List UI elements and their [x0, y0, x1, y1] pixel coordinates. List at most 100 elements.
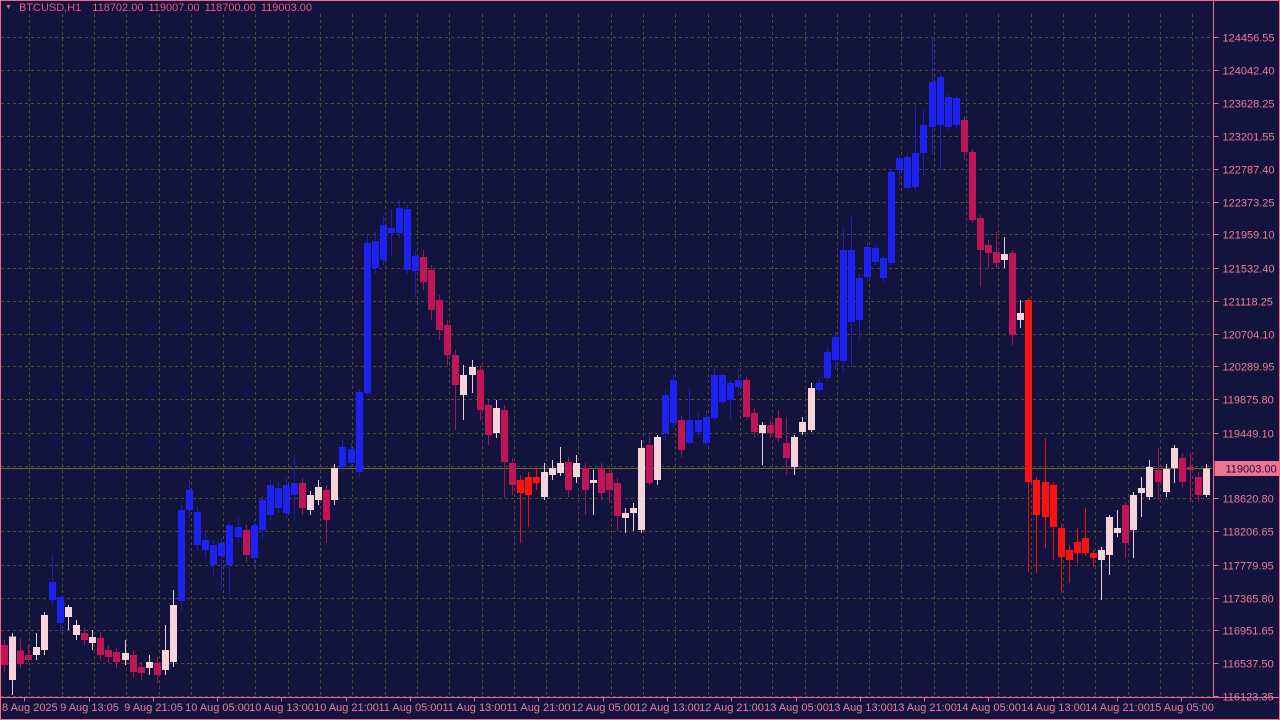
candle [775, 410, 782, 442]
candle [509, 458, 516, 495]
candle [307, 491, 314, 515]
candle [573, 455, 580, 483]
candle [1155, 447, 1162, 500]
candle [283, 477, 290, 518]
candle [969, 148, 976, 223]
candle [864, 242, 871, 282]
candle [686, 388, 693, 445]
candle [1, 639, 8, 672]
candle [339, 440, 346, 472]
candle [372, 232, 379, 274]
candle [646, 437, 653, 485]
candle [662, 390, 669, 440]
candle [202, 529, 209, 558]
candle [622, 508, 629, 533]
candle [356, 389, 363, 478]
candle [1114, 509, 1121, 537]
candle [1025, 298, 1032, 572]
candle [251, 520, 258, 568]
candle [961, 117, 968, 160]
candle [485, 400, 492, 445]
title-close-value: 119003.00 [260, 1, 313, 14]
candle [808, 383, 815, 432]
candle [154, 656, 161, 683]
candle [816, 378, 823, 394]
time-axis-label: 14 Aug 21:00 [1085, 702, 1150, 714]
dropdown-arrow-icon[interactable]: ▼ [5, 3, 12, 11]
candle [703, 411, 710, 445]
price-axis-label: 123201.55 [1223, 132, 1275, 144]
time-axis-label: 15 Aug 05:00 [1149, 702, 1214, 714]
candle [856, 274, 863, 340]
current-price-value: 119003.00 [1226, 464, 1277, 476]
title-low-value: 118700.00 [204, 1, 256, 14]
time-axis-label: 14 Aug 13:00 [1021, 702, 1086, 714]
candle [25, 645, 32, 662]
candle [606, 467, 613, 503]
candle [275, 482, 282, 513]
price-axis-label: 117365.80 [1223, 594, 1274, 606]
candle [428, 265, 435, 320]
candle [582, 463, 589, 515]
candle [824, 347, 831, 380]
price-axis-label: 118206.65 [1223, 527, 1274, 539]
candle [243, 525, 250, 562]
candle [711, 368, 718, 420]
candle [1042, 438, 1049, 548]
candle [1163, 464, 1170, 497]
time-axis-label: 13 Aug 05:00 [764, 702, 829, 714]
candle [1074, 528, 1081, 563]
price-scale[interactable]: 124456.55 124042.40 123628.25 123201.55 1227… [1213, 33, 1275, 704]
candle [396, 200, 403, 238]
candle [1138, 477, 1145, 517]
candle [1017, 300, 1024, 329]
title-open-value: 118702.00 [92, 1, 144, 14]
candle [525, 472, 532, 527]
candle [81, 628, 88, 645]
candle [477, 365, 484, 420]
candle [412, 250, 419, 297]
price-axis-label: 119875.80 [1223, 395, 1274, 407]
candle [178, 505, 185, 612]
candle [105, 645, 112, 663]
candle [210, 540, 217, 575]
candle [17, 638, 24, 668]
candle [549, 460, 556, 480]
candle [751, 408, 758, 438]
chart-title-bar: ▼ BTCUSD,H1 118702.00 119007.00 118700.0… [5, 1, 312, 14]
price-axis-label: 124042.40 [1223, 66, 1275, 78]
price-axis-label: 116951.65 [1223, 626, 1274, 638]
candle [267, 480, 274, 520]
candle [460, 365, 467, 420]
candle [323, 484, 330, 543]
candle [89, 630, 96, 650]
time-axis-label: 12 Aug 21:00 [699, 702, 764, 714]
candle [436, 295, 443, 340]
candle [630, 503, 637, 531]
candle [1130, 492, 1137, 558]
candle [73, 619, 80, 640]
candle [97, 632, 104, 660]
time-scale[interactable]: 8 Aug 2025 9 Aug 13:05 9 Aug 21:05 10 Aug 0… [2, 697, 1214, 715]
candle [364, 235, 371, 395]
price-axis-label: 120289.95 [1223, 362, 1275, 374]
price-axis-label: 120704.10 [1223, 330, 1275, 342]
candle [444, 320, 451, 365]
candle [783, 417, 790, 475]
candle [1001, 237, 1008, 268]
candle [1033, 477, 1040, 573]
candle [65, 605, 72, 630]
candle [993, 232, 1000, 268]
candle [493, 400, 500, 438]
candle [1058, 524, 1065, 593]
candle [315, 480, 322, 505]
candle [113, 647, 120, 668]
candle [1203, 464, 1210, 497]
time-axis-label: 9 Aug 13:05 [60, 702, 119, 714]
candle [33, 633, 40, 660]
candle [880, 255, 887, 282]
candle [557, 447, 564, 476]
current-price-tag: 119003.00 [1214, 461, 1280, 476]
candle [727, 380, 734, 420]
